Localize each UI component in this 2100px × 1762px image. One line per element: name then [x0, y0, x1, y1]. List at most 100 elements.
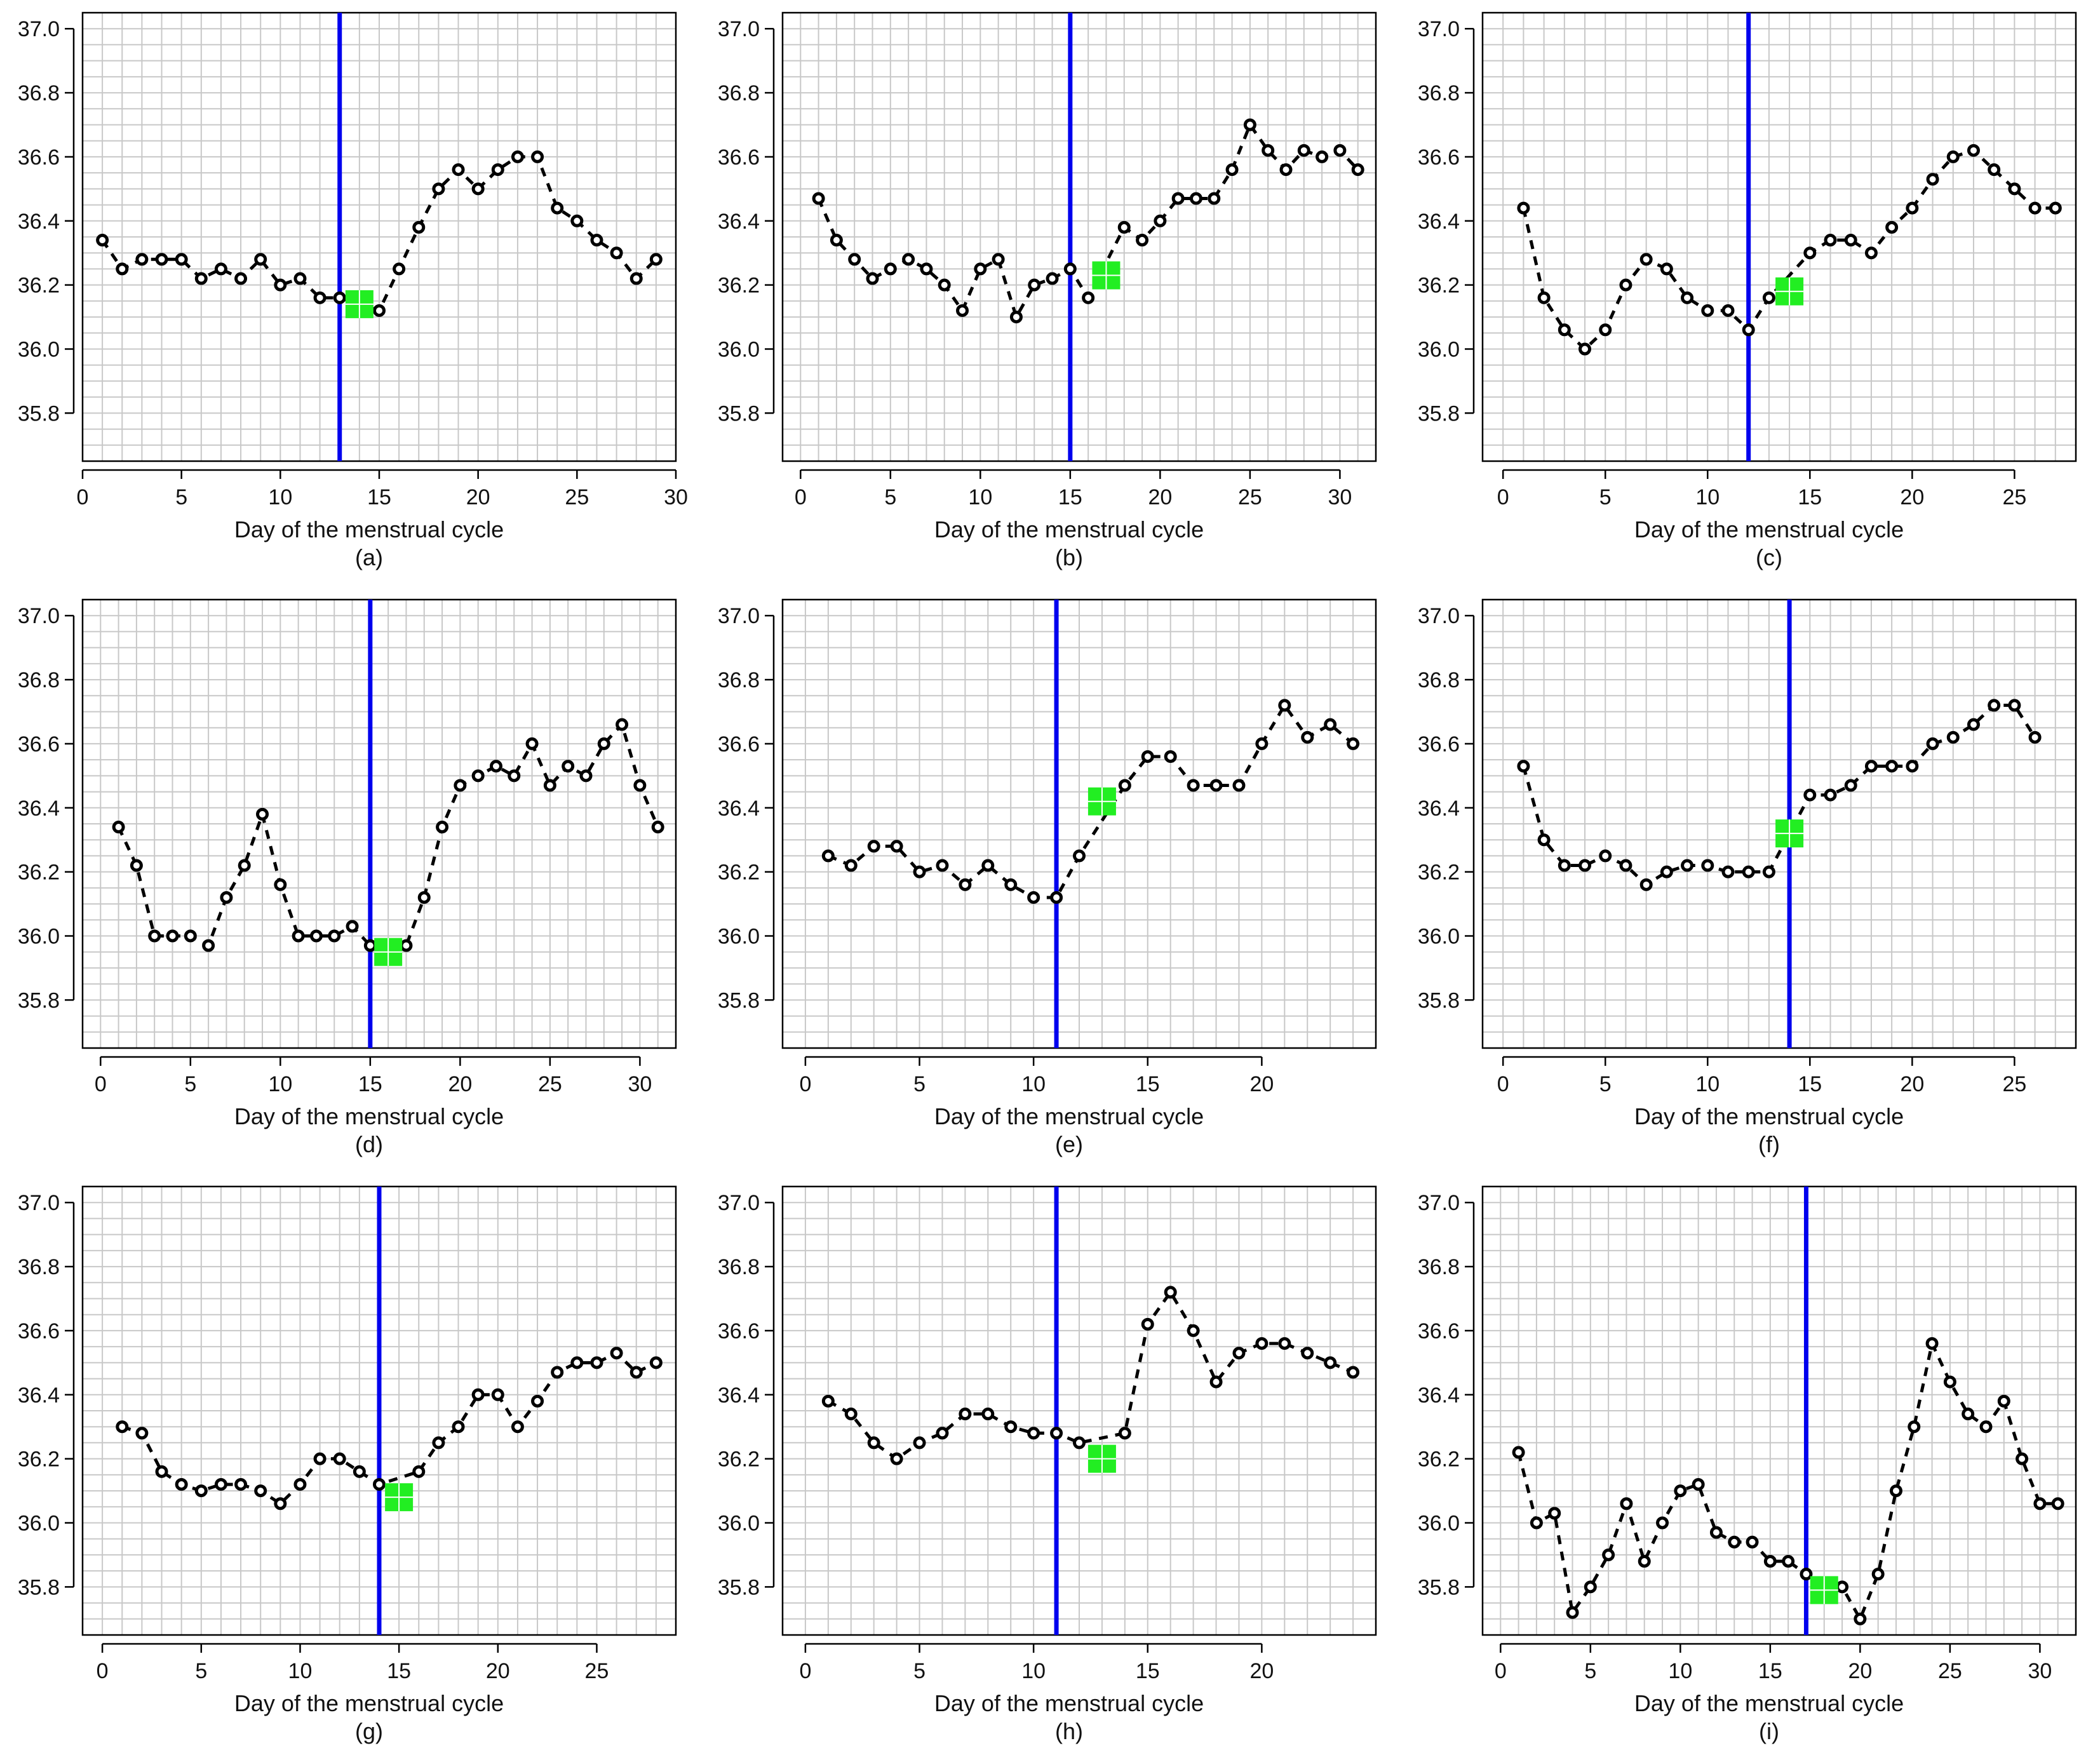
- x-tick-label: 10: [1021, 1659, 1046, 1683]
- x-axis-title: Day of the menstrual cycle: [1634, 1103, 1904, 1129]
- data-point: [1578, 342, 1592, 356]
- panel-label: (h): [1055, 1718, 1083, 1744]
- x-tick-label: 5: [1584, 1659, 1596, 1683]
- data-point: [1316, 150, 1329, 163]
- x-tick-label: 20: [486, 1659, 510, 1683]
- data-point: [1141, 1317, 1154, 1331]
- data-point: [1844, 779, 1857, 792]
- data-point: [1656, 1516, 1669, 1530]
- y-tick-label: 36.6: [718, 1319, 760, 1343]
- chart-panel-c: 0 5 10 15 20 25 35.8 36.0 36.2 36.4 36.6 36.8 37.0 Da…: [1400, 0, 2100, 587]
- y-tick-label: 36.0: [718, 925, 760, 949]
- y-tick-label: 37.0: [1418, 17, 1460, 41]
- data-point: [234, 1477, 248, 1491]
- data-point: [116, 1420, 129, 1434]
- green-marker: [1775, 819, 1804, 848]
- x-tick-label: 0: [77, 485, 89, 509]
- x-tick-label: 30: [2028, 1659, 2052, 1683]
- data-point: [936, 859, 949, 872]
- data-point: [890, 840, 903, 853]
- data-point: [214, 1477, 227, 1491]
- data-point: [1782, 1555, 1795, 1568]
- x-tick-label: 20: [1249, 1072, 1274, 1096]
- data-point: [1709, 1526, 1723, 1539]
- panel-label: (b): [1055, 544, 1083, 570]
- data-point: [400, 939, 413, 952]
- data-point: [959, 1408, 972, 1421]
- grid: [82, 12, 676, 462]
- data-point: [393, 262, 406, 276]
- data-point: [1620, 1497, 1633, 1510]
- y-tick-label: 36.6: [18, 1319, 60, 1343]
- y-tick-label: 36.4: [18, 797, 60, 821]
- data-point: [844, 1408, 858, 1421]
- data-point: [1255, 1337, 1269, 1350]
- plot-frame: [1481, 598, 2077, 1049]
- y-tick-label: 36.6: [1418, 145, 1460, 170]
- y-tick-label: 36.2: [718, 861, 760, 885]
- data-point: [1512, 1446, 1525, 1459]
- x-tick-label: 5: [913, 1659, 925, 1683]
- data-point: [293, 1477, 307, 1491]
- panel-label: (i): [1759, 1718, 1779, 1744]
- data-point: [1836, 1580, 1849, 1594]
- data-point: [1278, 1337, 1291, 1350]
- data-point: [1558, 323, 1571, 337]
- chart-svg: 0 5 10 15 20 25 30 35.8 36.0 36.2 36.4 36.6 36.8 37.0…: [18, 598, 677, 1157]
- data-point: [1762, 291, 1775, 304]
- green-marker: [1087, 1444, 1116, 1473]
- data-point: [1548, 1507, 1561, 1520]
- y-tick-label: 36.0: [1418, 1512, 1460, 1536]
- data-point: [812, 192, 825, 205]
- data-point: [2049, 201, 2062, 215]
- x-axis-title: Day of the menstrual cycle: [934, 1690, 1204, 1716]
- data-point: [293, 272, 307, 285]
- data-point: [1639, 878, 1653, 891]
- data-point: [1118, 1427, 1131, 1440]
- y-tick-label: 37.0: [18, 17, 60, 41]
- data-point: [1225, 163, 1239, 177]
- data-point: [135, 1427, 149, 1440]
- data-point: [1746, 1535, 1759, 1549]
- x-tick-label: 0: [1497, 485, 1509, 509]
- data-point: [471, 769, 485, 783]
- data-point: [1189, 192, 1202, 205]
- data-point: [959, 878, 972, 891]
- data-point: [1164, 1286, 1177, 1299]
- y-tick-label: 36.6: [1418, 1319, 1460, 1343]
- data-point: [890, 1452, 903, 1465]
- y-tick-label: 36.4: [18, 1383, 60, 1408]
- x-tick-label: 15: [358, 1072, 382, 1096]
- data-point: [1946, 150, 1960, 163]
- data-point: [333, 1452, 346, 1465]
- data-point: [867, 840, 880, 853]
- data-point: [1885, 220, 1899, 234]
- data-point: [1347, 1366, 1360, 1379]
- data-point: [525, 737, 539, 750]
- data-point: [551, 201, 564, 215]
- y-tick-label: 35.8: [1418, 1575, 1460, 1599]
- x-axis-title: Day of the menstrual cycle: [1634, 1690, 1904, 1716]
- y-tick-label: 37.0: [18, 604, 60, 628]
- y-tick-label: 36.2: [18, 274, 60, 298]
- data-point: [848, 253, 861, 266]
- data-point: [1638, 1555, 1651, 1568]
- data-point: [1530, 1516, 1543, 1530]
- data-point: [1906, 201, 1919, 215]
- chart-panel-a: 0 5 10 15 20 25 30 35.8 36.0 36.2 36.4 36.6 36.8 37.0…: [0, 0, 700, 587]
- data-point: [328, 929, 341, 943]
- x-tick-label: 25: [565, 485, 589, 509]
- chart-panel-d: 0 5 10 15 20 25 30 35.8 36.0 36.2 36.4 36.6 36.8 37.0…: [0, 587, 700, 1174]
- y-tick-label: 35.8: [718, 988, 760, 1012]
- data-point: [1537, 833, 1551, 847]
- data-point: [1660, 262, 1673, 276]
- x-tick-label: 5: [913, 1072, 925, 1096]
- data-point: [166, 929, 179, 943]
- plot-frame: [1481, 11, 2077, 462]
- data-point: [175, 1477, 188, 1491]
- data-point: [2033, 1497, 2047, 1510]
- data-point: [1602, 1548, 1615, 1561]
- y-tick-label: 35.8: [18, 988, 60, 1012]
- y-tick-label: 37.0: [718, 17, 760, 41]
- data-point: [821, 1394, 835, 1408]
